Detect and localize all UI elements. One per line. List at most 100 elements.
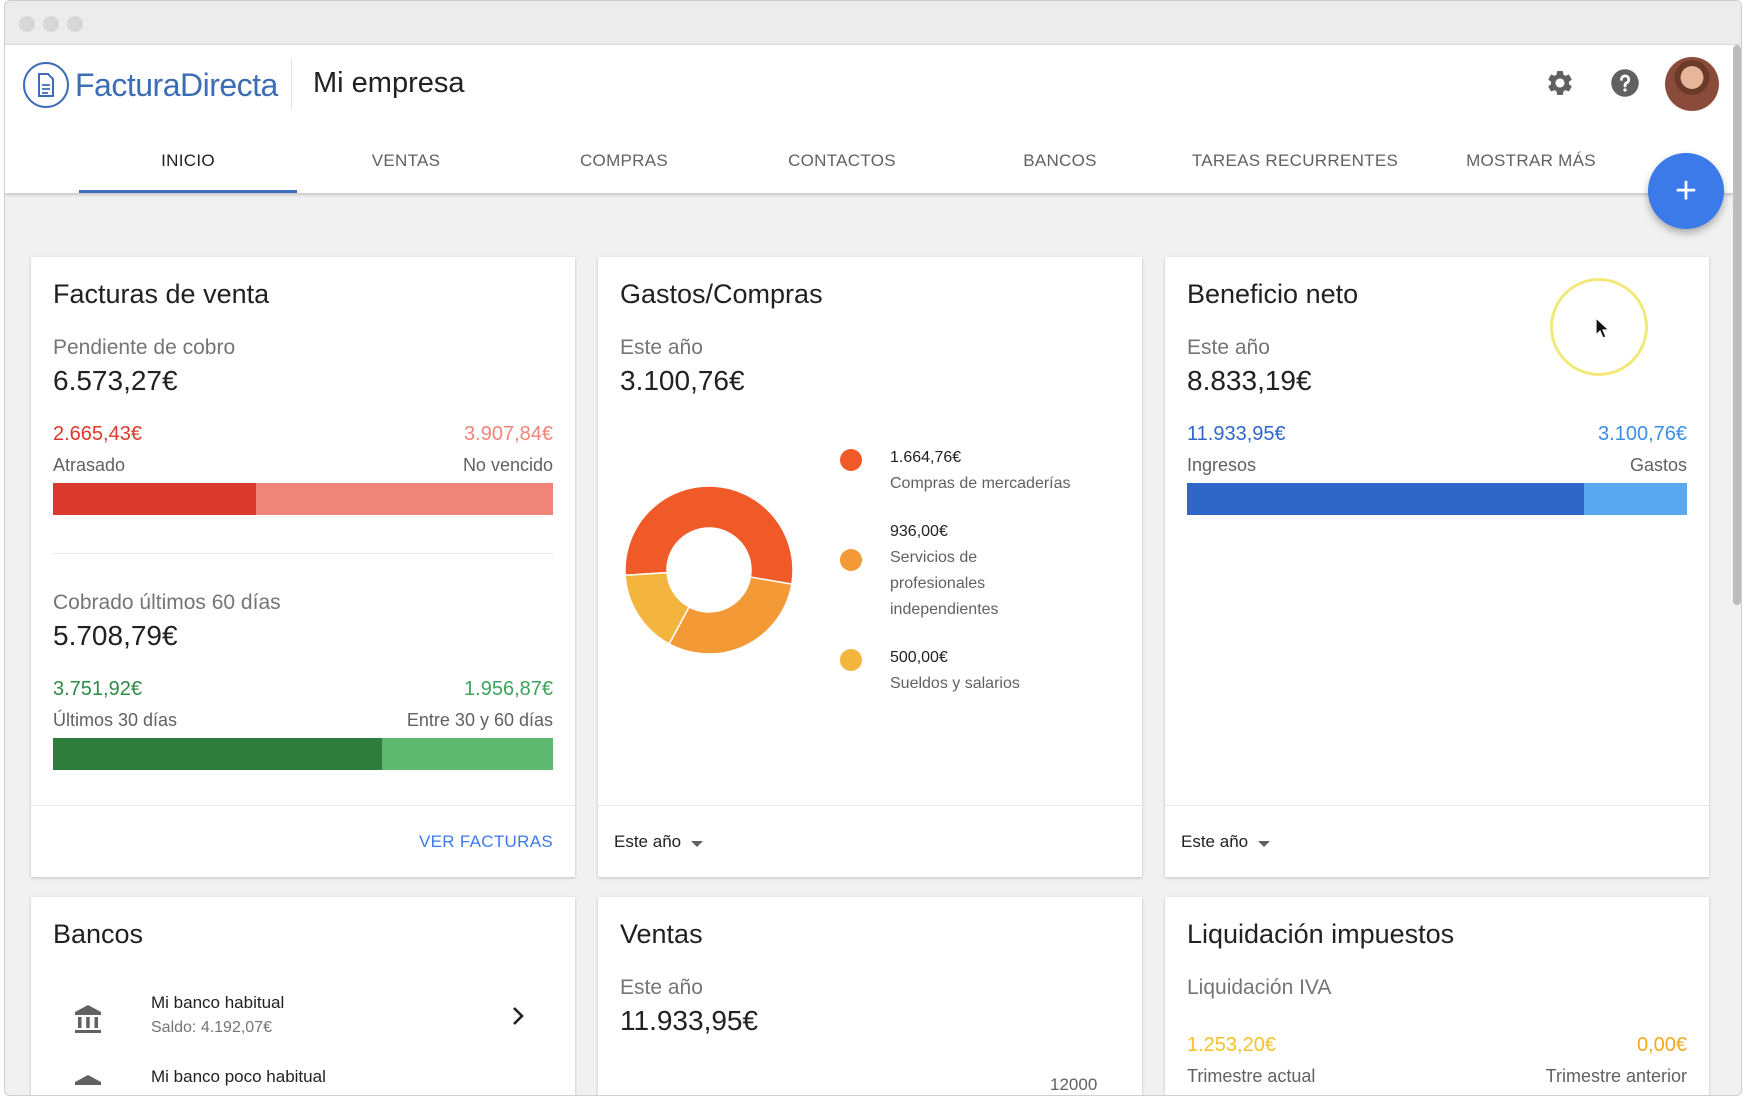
period-select[interactable]: Este año (1181, 832, 1271, 852)
donut-slice-3[interactable] (624, 571, 691, 645)
card-title: Liquidación impuestos (1187, 919, 1455, 949)
sales-card: Ventas Este año 11.933,95€ 12000 (598, 897, 1142, 1095)
legend-dot (840, 549, 862, 571)
legend-value: 500,00€ (890, 649, 948, 666)
period-select-value: Este año (614, 832, 682, 851)
cursor-highlight (1550, 278, 1648, 376)
browser-window: FacturaDirecta Mi empresa INICIO VENTAS … (4, 0, 1742, 1096)
add-button[interactable]: + (1648, 153, 1724, 229)
current-quarter-label: Trimestre actual (1187, 1066, 1316, 1086)
income-label: Ingresos (1187, 455, 1257, 475)
pending-value: 6.573,27€ (53, 365, 178, 396)
card-footer: VER FACTURAS (31, 805, 575, 877)
section-divider (53, 553, 553, 554)
window-close-button[interactable] (19, 16, 35, 32)
legend-dot (840, 649, 862, 671)
caret-down-icon (1258, 841, 1271, 847)
net-profit-card: Beneficio neto Este año 8.833,19€ 11.933… (1165, 257, 1709, 877)
profit-total: 8.833,19€ (1187, 365, 1312, 396)
expense-label: Gastos (1629, 455, 1687, 475)
card-title: Facturas de venta (53, 279, 270, 309)
expense-bar-segment (1584, 483, 1687, 515)
help-icon[interactable] (1605, 63, 1645, 103)
legend-value: 1.664,76€ (890, 449, 962, 466)
previous-quarter-amount: 0,00€ (1636, 1034, 1687, 1056)
legend-item: 500,00€ Sueldos y salarios (840, 645, 1110, 697)
tab-contactos[interactable]: CONTACTOS (788, 151, 896, 170)
tab-tareas-recurrentes[interactable]: TAREAS RECURRENTES (1191, 151, 1399, 170)
period-select[interactable]: Este año (614, 832, 704, 852)
scrollbar[interactable] (1733, 45, 1741, 605)
card-title: Beneficio neto (1187, 279, 1359, 309)
overdue-label: Atrasado (53, 455, 126, 475)
tab-inicio[interactable]: INICIO (79, 129, 297, 193)
period-label: Este año (620, 336, 703, 359)
last30-bar-segment (53, 738, 382, 770)
bank-icon (75, 1005, 101, 1033)
card-title: Ventas (620, 919, 703, 949)
bank-name: Mi banco poco habitual (151, 1067, 326, 1086)
card-footer: Este año (598, 805, 1142, 877)
axis-tick-label: 12000 (1050, 1075, 1098, 1094)
legend-item: 1.664,76€ Compras de mercaderías (840, 445, 1110, 497)
expenses-donut-chart (624, 485, 794, 655)
overdue-amount: 2.665,43€ (53, 423, 142, 445)
window-titlebar (5, 1, 1741, 45)
expenses-total: 3.100,76€ (620, 365, 745, 396)
current-quarter-amount: 1.253,20€ (1187, 1034, 1276, 1056)
not-due-amount: 3.907,84€ (464, 423, 553, 445)
bank-row[interactable]: Mi banco habitual Saldo: 4.192,07€ (31, 993, 575, 1063)
income-bar-segment (1187, 483, 1584, 515)
legend-label: Servicios de profesionales independiente… (890, 549, 999, 618)
tab-bancos[interactable]: BANCOS (1023, 151, 1097, 170)
expenses-card: Gastos/Compras Este año 3.100,76€ 1.664,… (598, 257, 1142, 877)
card-title: Bancos (53, 919, 144, 949)
overdue-bar-segment (53, 483, 256, 515)
last30-amount: 3.751,92€ (53, 678, 142, 700)
banks-card: Bancos Mi banco habitual Saldo: 4.192,07… (31, 897, 575, 1095)
vat-subtitle: Liquidación IVA (1187, 976, 1332, 999)
tab-ventas[interactable]: VENTAS (371, 151, 441, 170)
donut-slice-1[interactable] (624, 485, 794, 585)
view-invoices-link[interactable]: VER FACTURAS (419, 832, 553, 851)
sales-invoices-card: Facturas de venta Pendiente de cobro 6.5… (31, 257, 575, 877)
legend-label: Compras de mercaderías (890, 475, 1071, 492)
period-label: Este año (620, 976, 703, 999)
header-divider (291, 59, 292, 109)
sales-total: 11.933,95€ (620, 1005, 759, 1036)
bank-balance: Saldo: 4.192,07€ (151, 1019, 272, 1036)
cursor-icon (1595, 317, 1611, 339)
legend-item: 936,00€ Servicios de profesionales indepe… (840, 519, 1110, 623)
last30-label: Últimos 30 días (53, 710, 178, 730)
main-tabs: INICIO VENTAS COMPRAS CONTACTOS BANCOS T… (79, 129, 1641, 193)
donut-slice-2[interactable] (668, 576, 793, 655)
window-minimize-button[interactable] (43, 16, 59, 32)
income-amount: 11.933,95€ (1187, 423, 1286, 445)
window-maximize-button[interactable] (67, 16, 83, 32)
tab-compras[interactable]: COMPRAS (579, 151, 669, 170)
bank-row[interactable]: Mi banco poco habitual (31, 1067, 575, 1095)
collected-label: Cobrado últimos 60 días (53, 591, 281, 614)
user-avatar[interactable] (1665, 57, 1719, 111)
taxes-card: Liquidación impuestos Liquidación IVA 1.… (1165, 897, 1709, 1095)
app-header: FacturaDirecta Mi empresa INICIO VENTAS … (5, 45, 1741, 193)
bank-name: Mi banco habitual (151, 993, 285, 1012)
period-select-value: Este año (1181, 832, 1249, 851)
company-name: Mi empresa (313, 67, 465, 99)
logo[interactable]: FacturaDirecta (23, 57, 278, 113)
pending-label: Pendiente de cobro (53, 336, 236, 359)
gear-icon[interactable] (1540, 63, 1580, 103)
chevron-right-icon[interactable] (511, 1005, 525, 1027)
legend-value: 936,00€ (890, 523, 948, 540)
period-label: Este año (1187, 336, 1270, 359)
app-name: FacturaDirecta (75, 66, 278, 103)
not-due-label: No vencido (462, 455, 553, 475)
between-bar-segment (381, 738, 553, 770)
between-label: Entre 30 y 60 días (406, 710, 553, 730)
caret-down-icon (691, 841, 704, 847)
between-amount: 1.956,87€ (464, 678, 553, 700)
legend-label: Sueldos y salarios (890, 675, 1020, 692)
tab-mostrar-mas[interactable]: MOSTRAR MÁS (1466, 151, 1596, 170)
legend-dot (840, 449, 862, 471)
document-icon (23, 62, 69, 108)
